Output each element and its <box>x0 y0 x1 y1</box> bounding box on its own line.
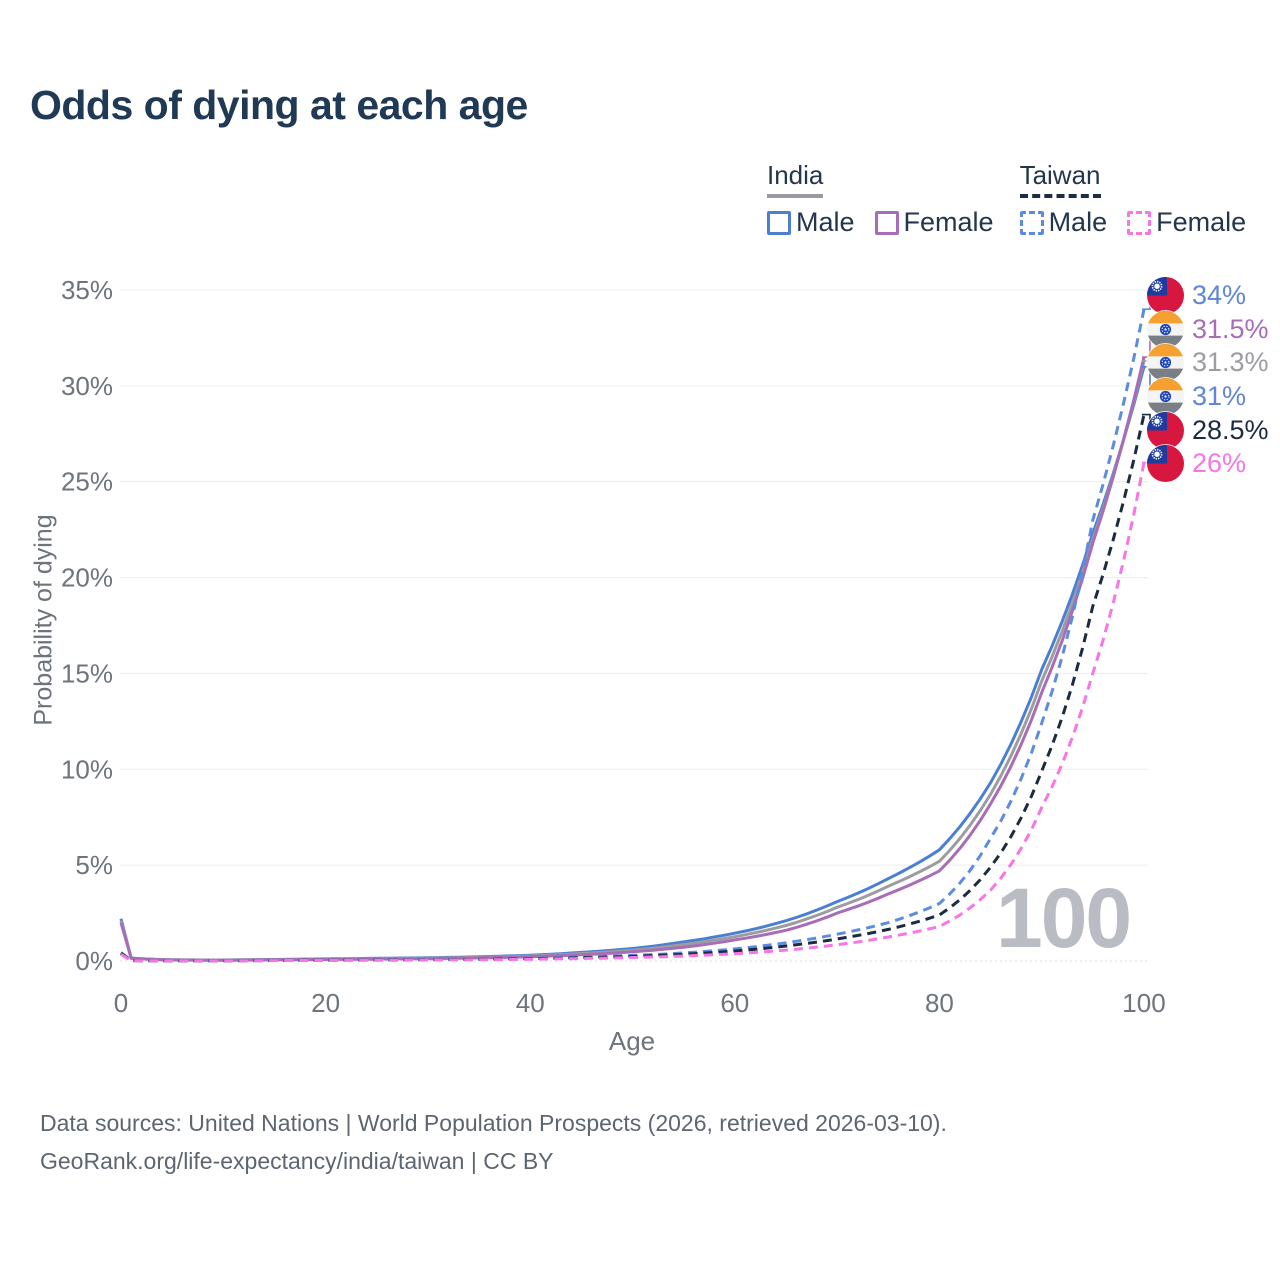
x-tick-label: 80 <box>925 988 954 1018</box>
end-label-row: 28.5% <box>1147 412 1269 449</box>
india-flag-icon <box>1147 311 1184 348</box>
legend-group-india: India Male Female <box>767 160 994 238</box>
y-tick-label: 20% <box>61 563 113 593</box>
age-indicator-watermark: 100 <box>996 871 1132 965</box>
legend-item-india-male[interactable]: Male <box>767 207 855 238</box>
chart-title: Odds of dying at each age <box>30 82 528 128</box>
series-line-taiwan-male[interactable] <box>120 308 1146 963</box>
end-label-value: 31.3% <box>1192 347 1269 377</box>
india-female-swatch-icon <box>874 210 899 235</box>
taiwan-flag-icon <box>1147 445 1184 482</box>
legend-item-taiwan-male[interactable]: Male <box>1019 207 1108 238</box>
x-tick-label: 40 <box>516 988 545 1018</box>
legend-country-india[interactable]: India <box>767 160 824 198</box>
x-tick-label: 20 <box>311 988 340 1018</box>
end-label-row: 31.3% <box>1147 344 1269 381</box>
legend-item-label: Male <box>796 207 855 237</box>
chart-legend: India Male Female Taiwan Male Female <box>767 160 1246 238</box>
taiwan-male-swatch-icon <box>1019 210 1044 235</box>
end-label-row: 31% <box>1147 378 1246 415</box>
india-flag-icon <box>1147 378 1184 415</box>
india-flag-icon <box>1147 344 1184 381</box>
india-male-swatch-icon <box>767 210 791 235</box>
y-tick-label: 15% <box>61 658 113 688</box>
series-line-india[interactable] <box>119 360 1146 962</box>
end-label-value: 28.5% <box>1192 415 1269 445</box>
legend-item-taiwan-female[interactable]: Female <box>1127 207 1246 238</box>
legend-item-label: Female <box>903 207 994 237</box>
taiwan-flag-icon <box>1147 277 1184 314</box>
y-tick-label: 30% <box>61 371 113 401</box>
end-label-row: 26% <box>1147 445 1246 482</box>
end-label-value: 26% <box>1192 448 1247 478</box>
legend-item-label: Male <box>1048 207 1108 237</box>
x-tick-label: 0 <box>114 988 128 1018</box>
legend-row-india: Male Female <box>767 207 994 238</box>
attribution-text: GeoRank.org/life-expectancy/india/taiwan… <box>40 1148 554 1174</box>
series-line-taiwan-female[interactable] <box>120 462 1146 963</box>
end-label-value: 34% <box>1192 280 1247 310</box>
legend-country-taiwan[interactable]: Taiwan <box>1019 160 1101 198</box>
y-axis-title: Probability of dying <box>29 514 58 726</box>
legend-item-india-female[interactable]: Female <box>874 207 994 238</box>
series-line-taiwan[interactable] <box>120 414 1146 963</box>
series-line-india-male[interactable] <box>119 366 1146 962</box>
legend-group-taiwan: Taiwan Male Female <box>1019 160 1246 238</box>
x-axis-title: Age <box>608 1026 656 1056</box>
taiwan-flag-icon <box>1147 412 1184 449</box>
x-tick-label: 100 <box>1122 988 1165 1018</box>
y-tick-label: 0% <box>75 946 113 976</box>
end-label-value: 31.5% <box>1192 314 1269 344</box>
end-label-value: 31% <box>1192 381 1247 411</box>
y-tick-label: 5% <box>75 850 113 880</box>
y-tick-label: 35% <box>61 275 113 305</box>
legend-row-taiwan: Male Female <box>1019 207 1246 238</box>
end-label-row: 31.5% <box>1147 311 1269 348</box>
x-tick-label: 60 <box>720 988 749 1018</box>
y-tick-label: 10% <box>61 754 113 784</box>
end-label-row: 34% <box>1147 277 1246 314</box>
y-tick-label: 25% <box>61 467 113 497</box>
series-line-india-female[interactable] <box>119 356 1146 962</box>
taiwan-female-swatch-icon <box>1127 210 1152 235</box>
data-sources-text: Data sources: United Nations | World Pop… <box>40 1110 947 1136</box>
legend-item-label: Female <box>1156 207 1247 237</box>
